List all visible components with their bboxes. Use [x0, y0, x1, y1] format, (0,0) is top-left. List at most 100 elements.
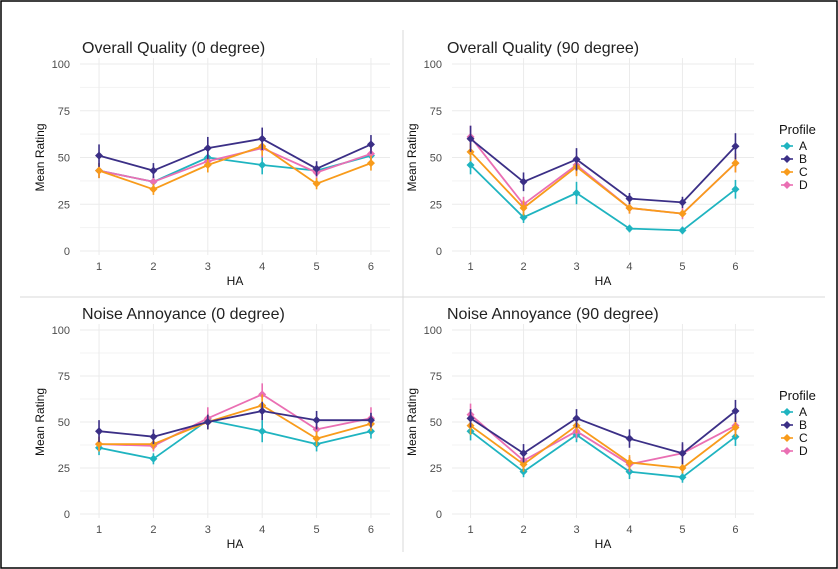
legend-marker — [783, 181, 791, 189]
legend-marker — [783, 447, 791, 455]
data-point — [731, 406, 740, 415]
chart-panel-1: Overall Quality (0 degree) 0 25 50 75 100 1 2 3 4… — [33, 40, 390, 288]
data-point — [258, 160, 267, 169]
y-tick-label: 100 — [424, 325, 442, 337]
chart-title: Overall Quality (90 degree) — [447, 40, 639, 57]
legend-label: C — [799, 431, 808, 445]
data-point — [519, 213, 528, 222]
data-point — [625, 194, 634, 203]
x-axis-label: HA — [595, 274, 612, 288]
x-tick-label: 1 — [96, 524, 102, 536]
x-tick-label: 1 — [96, 261, 102, 273]
x-tick-label: 6 — [368, 524, 374, 536]
legend-label: B — [799, 152, 807, 166]
x-tick-label: 5 — [314, 261, 320, 273]
legend-key-A: A — [781, 405, 807, 419]
series-line — [98, 137, 372, 172]
legend-key-B: B — [781, 418, 807, 432]
data-point — [678, 209, 687, 218]
data-point — [312, 179, 321, 188]
x-axis-label: HA — [227, 274, 244, 288]
data-point — [519, 460, 528, 469]
legend-key-A: A — [781, 139, 807, 153]
legend-key-D: D — [781, 178, 808, 192]
data-point — [149, 177, 158, 186]
data-point — [625, 203, 634, 212]
y-tick-label: 50 — [58, 153, 70, 165]
x-tick-label: 4 — [626, 524, 632, 536]
data-point — [149, 166, 158, 175]
x-tick-label: 4 — [626, 261, 632, 273]
legend-label: B — [799, 418, 807, 432]
data-point — [466, 134, 475, 143]
chart-panel-2: Overall Quality (90 degree) 0 25 50 75 100 1 2 3… — [405, 40, 754, 288]
y-tick-label: 100 — [424, 59, 442, 71]
data-point — [572, 155, 581, 164]
series-B — [466, 399, 740, 465]
x-tick-label: 6 — [732, 524, 738, 536]
series-D — [95, 138, 375, 188]
series-line — [98, 393, 372, 447]
x-tick-label: 1 — [467, 524, 473, 536]
chart-panel-3: Noise Annoyance (0 degree) 0 25 50 75 100 1 2 3 4… — [33, 306, 390, 551]
x-tick-label: 6 — [732, 261, 738, 273]
series-B — [95, 127, 375, 179]
series-line — [98, 419, 372, 460]
series-line — [469, 138, 737, 204]
legend-title: Profile — [779, 122, 816, 137]
x-tick-label: 3 — [573, 261, 579, 273]
data-point — [95, 440, 104, 449]
legend-marker — [783, 142, 791, 150]
data-point — [95, 166, 104, 175]
data-point — [312, 164, 321, 173]
x-tick-label: 4 — [259, 261, 265, 273]
y-axis-label: Mean Rating — [405, 388, 419, 456]
legend-label: C — [799, 165, 808, 179]
x-tick-label: 6 — [368, 261, 374, 273]
series-D — [466, 403, 740, 472]
series-line — [98, 410, 371, 438]
y-tick-label: 75 — [58, 106, 70, 118]
data-point — [203, 144, 212, 153]
legend-marker — [783, 168, 791, 176]
x-tick-label: 4 — [259, 524, 265, 536]
data-point — [258, 427, 267, 436]
x-tick-label: 3 — [205, 524, 211, 536]
series-line — [469, 424, 737, 469]
chart-title: Overall Quality (0 degree) — [82, 40, 265, 57]
series-line — [469, 413, 736, 466]
y-axis-label: Mean Rating — [33, 123, 47, 191]
legend-label: A — [799, 139, 807, 153]
data-point — [466, 414, 475, 423]
data-point — [678, 226, 687, 235]
legend-label: D — [799, 178, 808, 192]
y-tick-label: 25 — [430, 463, 442, 475]
y-tick-label: 0 — [64, 509, 70, 521]
series-line — [470, 410, 737, 455]
y-axis-label: Mean Rating — [33, 388, 47, 456]
x-tick-label: 5 — [314, 524, 320, 536]
series-line — [469, 151, 737, 215]
series-B — [466, 125, 740, 208]
data-point — [625, 434, 634, 443]
x-axis-label: HA — [227, 537, 244, 551]
x-axis-label: HA — [595, 537, 612, 551]
chart-panel-4: Noise Annoyance (90 degree) 0 25 50 75 100 1 2 3… — [405, 306, 754, 551]
data-point — [149, 185, 158, 194]
chart-title: Noise Annoyance (0 degree) — [82, 306, 285, 323]
y-axis-label: Mean Rating — [405, 123, 419, 191]
data-point — [95, 427, 104, 436]
legend-marker — [783, 408, 791, 416]
x-tick-label: 5 — [679, 261, 685, 273]
x-tick-label: 2 — [520, 524, 526, 536]
data-point — [258, 134, 267, 143]
y-tick-label: 100 — [52, 325, 70, 337]
data-point — [731, 185, 740, 194]
legend-key-C: C — [781, 431, 808, 445]
data-point — [366, 416, 375, 425]
x-tick-label: 2 — [520, 261, 526, 273]
data-point — [258, 406, 267, 415]
